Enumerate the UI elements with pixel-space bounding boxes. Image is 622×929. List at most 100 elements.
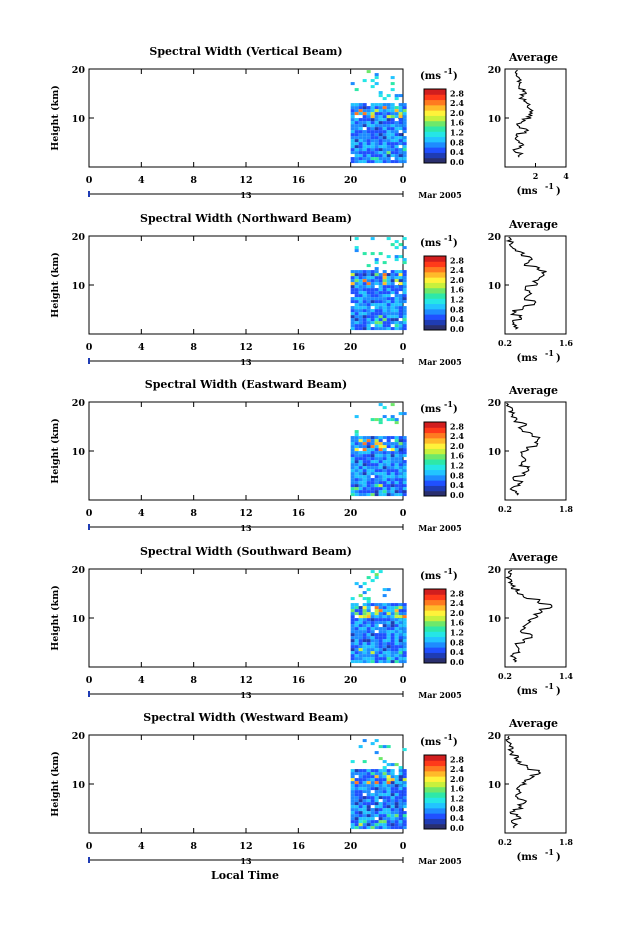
heatmap-cell <box>394 639 399 643</box>
heatmap-cell <box>374 654 379 658</box>
heatmap-cell <box>366 463 371 467</box>
heatmap-cell <box>358 445 363 449</box>
heatmap-cell <box>358 460 363 464</box>
heatmap-cell <box>354 282 359 286</box>
heatmap-cell <box>362 145 367 149</box>
heatmap-cell <box>370 276 375 280</box>
colorbar-segment <box>424 631 446 638</box>
colorbar-unit-close: ) <box>453 404 458 415</box>
heatmap-cell <box>370 327 375 331</box>
heatmap-cell <box>354 624 359 628</box>
heatmap-cell <box>370 478 375 482</box>
heatmap-cell <box>390 270 395 274</box>
avg-profile-line <box>505 735 542 829</box>
x-tick-label: 8 <box>190 841 197 852</box>
heatmap-cell <box>390 615 395 619</box>
heatmap-cell <box>386 642 391 646</box>
colorbar-segment <box>424 271 446 278</box>
heatmap-cell <box>354 814 359 818</box>
heatmap-cell <box>390 651 395 655</box>
heatmap-cell <box>398 94 403 98</box>
avg-frame <box>504 401 567 501</box>
heatmap-cell <box>366 826 371 830</box>
heatmap-cell <box>366 324 371 328</box>
heatmap-cell <box>398 466 403 470</box>
heatmap-cell <box>358 618 363 622</box>
heatmap-cell <box>366 139 371 143</box>
heatmap-cell <box>398 478 403 482</box>
heatmap-cell <box>394 763 399 767</box>
heatmap-cell <box>386 294 391 298</box>
heatmap-cell <box>394 811 399 815</box>
heatmap-cell <box>354 648 359 652</box>
heatmap-cell <box>382 769 387 773</box>
heatmap-cell <box>382 294 387 298</box>
colorbar-segment <box>424 152 446 159</box>
avg-x-tick-label: 1.8 <box>559 504 573 514</box>
heatmap-cell <box>390 88 395 92</box>
heatmap-cell <box>382 802 387 806</box>
heatmap-cell <box>350 760 355 764</box>
heatmap-cell <box>378 484 383 488</box>
heatmap-cell <box>386 439 391 443</box>
heatmap-cell <box>354 475 359 479</box>
heatmap-cell <box>374 148 379 152</box>
y-axis-label: Height (km) <box>50 751 61 817</box>
heatmap-cell <box>398 781 403 785</box>
heatmap-cell <box>378 130 383 134</box>
heatmap-cell <box>362 478 367 482</box>
heatmap-cell <box>378 790 383 794</box>
heatmap-cell <box>386 654 391 658</box>
heatmap-cell <box>402 106 407 110</box>
heatmap-cell <box>374 615 379 619</box>
heatmap-cell <box>358 654 363 658</box>
heatmap-cell <box>402 790 407 794</box>
colorbar-tick-label: 2.8 <box>450 255 464 265</box>
heatmap-cell <box>374 478 379 482</box>
heatmap-cell <box>370 300 375 304</box>
heatmap-cell <box>370 451 375 455</box>
heatmap-cell <box>394 603 399 607</box>
heatmap-cell <box>402 606 407 610</box>
avg-y-tick-label: 20 <box>488 565 502 576</box>
heatmap-cell <box>402 291 407 295</box>
heatmap-cell <box>362 118 367 122</box>
heatmap-cell <box>350 106 355 110</box>
heatmap-cell <box>386 315 391 319</box>
heatmap-cell <box>390 778 395 782</box>
heatmap-cell <box>374 109 379 113</box>
heatmap-cell <box>362 645 367 649</box>
heatmap-cell <box>394 630 399 634</box>
heatmap-cell <box>378 603 383 607</box>
heatmap-cell <box>394 442 399 446</box>
heatmap-cell <box>358 820 363 824</box>
heatmap-cell <box>390 808 395 812</box>
heatmap-cell <box>366 118 371 122</box>
heatmap-cell <box>350 654 355 658</box>
heatmap-cell <box>386 763 391 767</box>
heatmap-cell <box>366 136 371 140</box>
colorbar-segment <box>424 626 446 632</box>
heatmap-cell <box>350 306 355 310</box>
heatmap-cell <box>374 739 379 743</box>
heatmap-cell <box>378 823 383 827</box>
heatmap-cell <box>390 112 395 116</box>
avg-xlabel-sup: -1 <box>545 348 554 358</box>
heatmap-cell <box>370 136 375 140</box>
heatmap-cell <box>402 796 407 800</box>
heatmap-cell <box>370 651 375 655</box>
heatmap-cell <box>370 318 375 322</box>
avg-frame <box>504 734 567 834</box>
heatmap-cell <box>350 493 355 497</box>
heatmap-cell <box>362 442 367 446</box>
heatmap-cell <box>366 145 371 149</box>
heatmap-cell <box>354 118 359 122</box>
month-label: Mar 2005 <box>418 523 461 533</box>
heatmap-cell <box>350 805 355 809</box>
heatmap-cell <box>354 790 359 794</box>
heatmap-cell <box>350 648 355 652</box>
heatmap-cell <box>382 148 387 152</box>
heatmap-cell <box>362 79 367 83</box>
heatmap-cell <box>366 615 371 619</box>
heatmap-cell <box>358 805 363 809</box>
